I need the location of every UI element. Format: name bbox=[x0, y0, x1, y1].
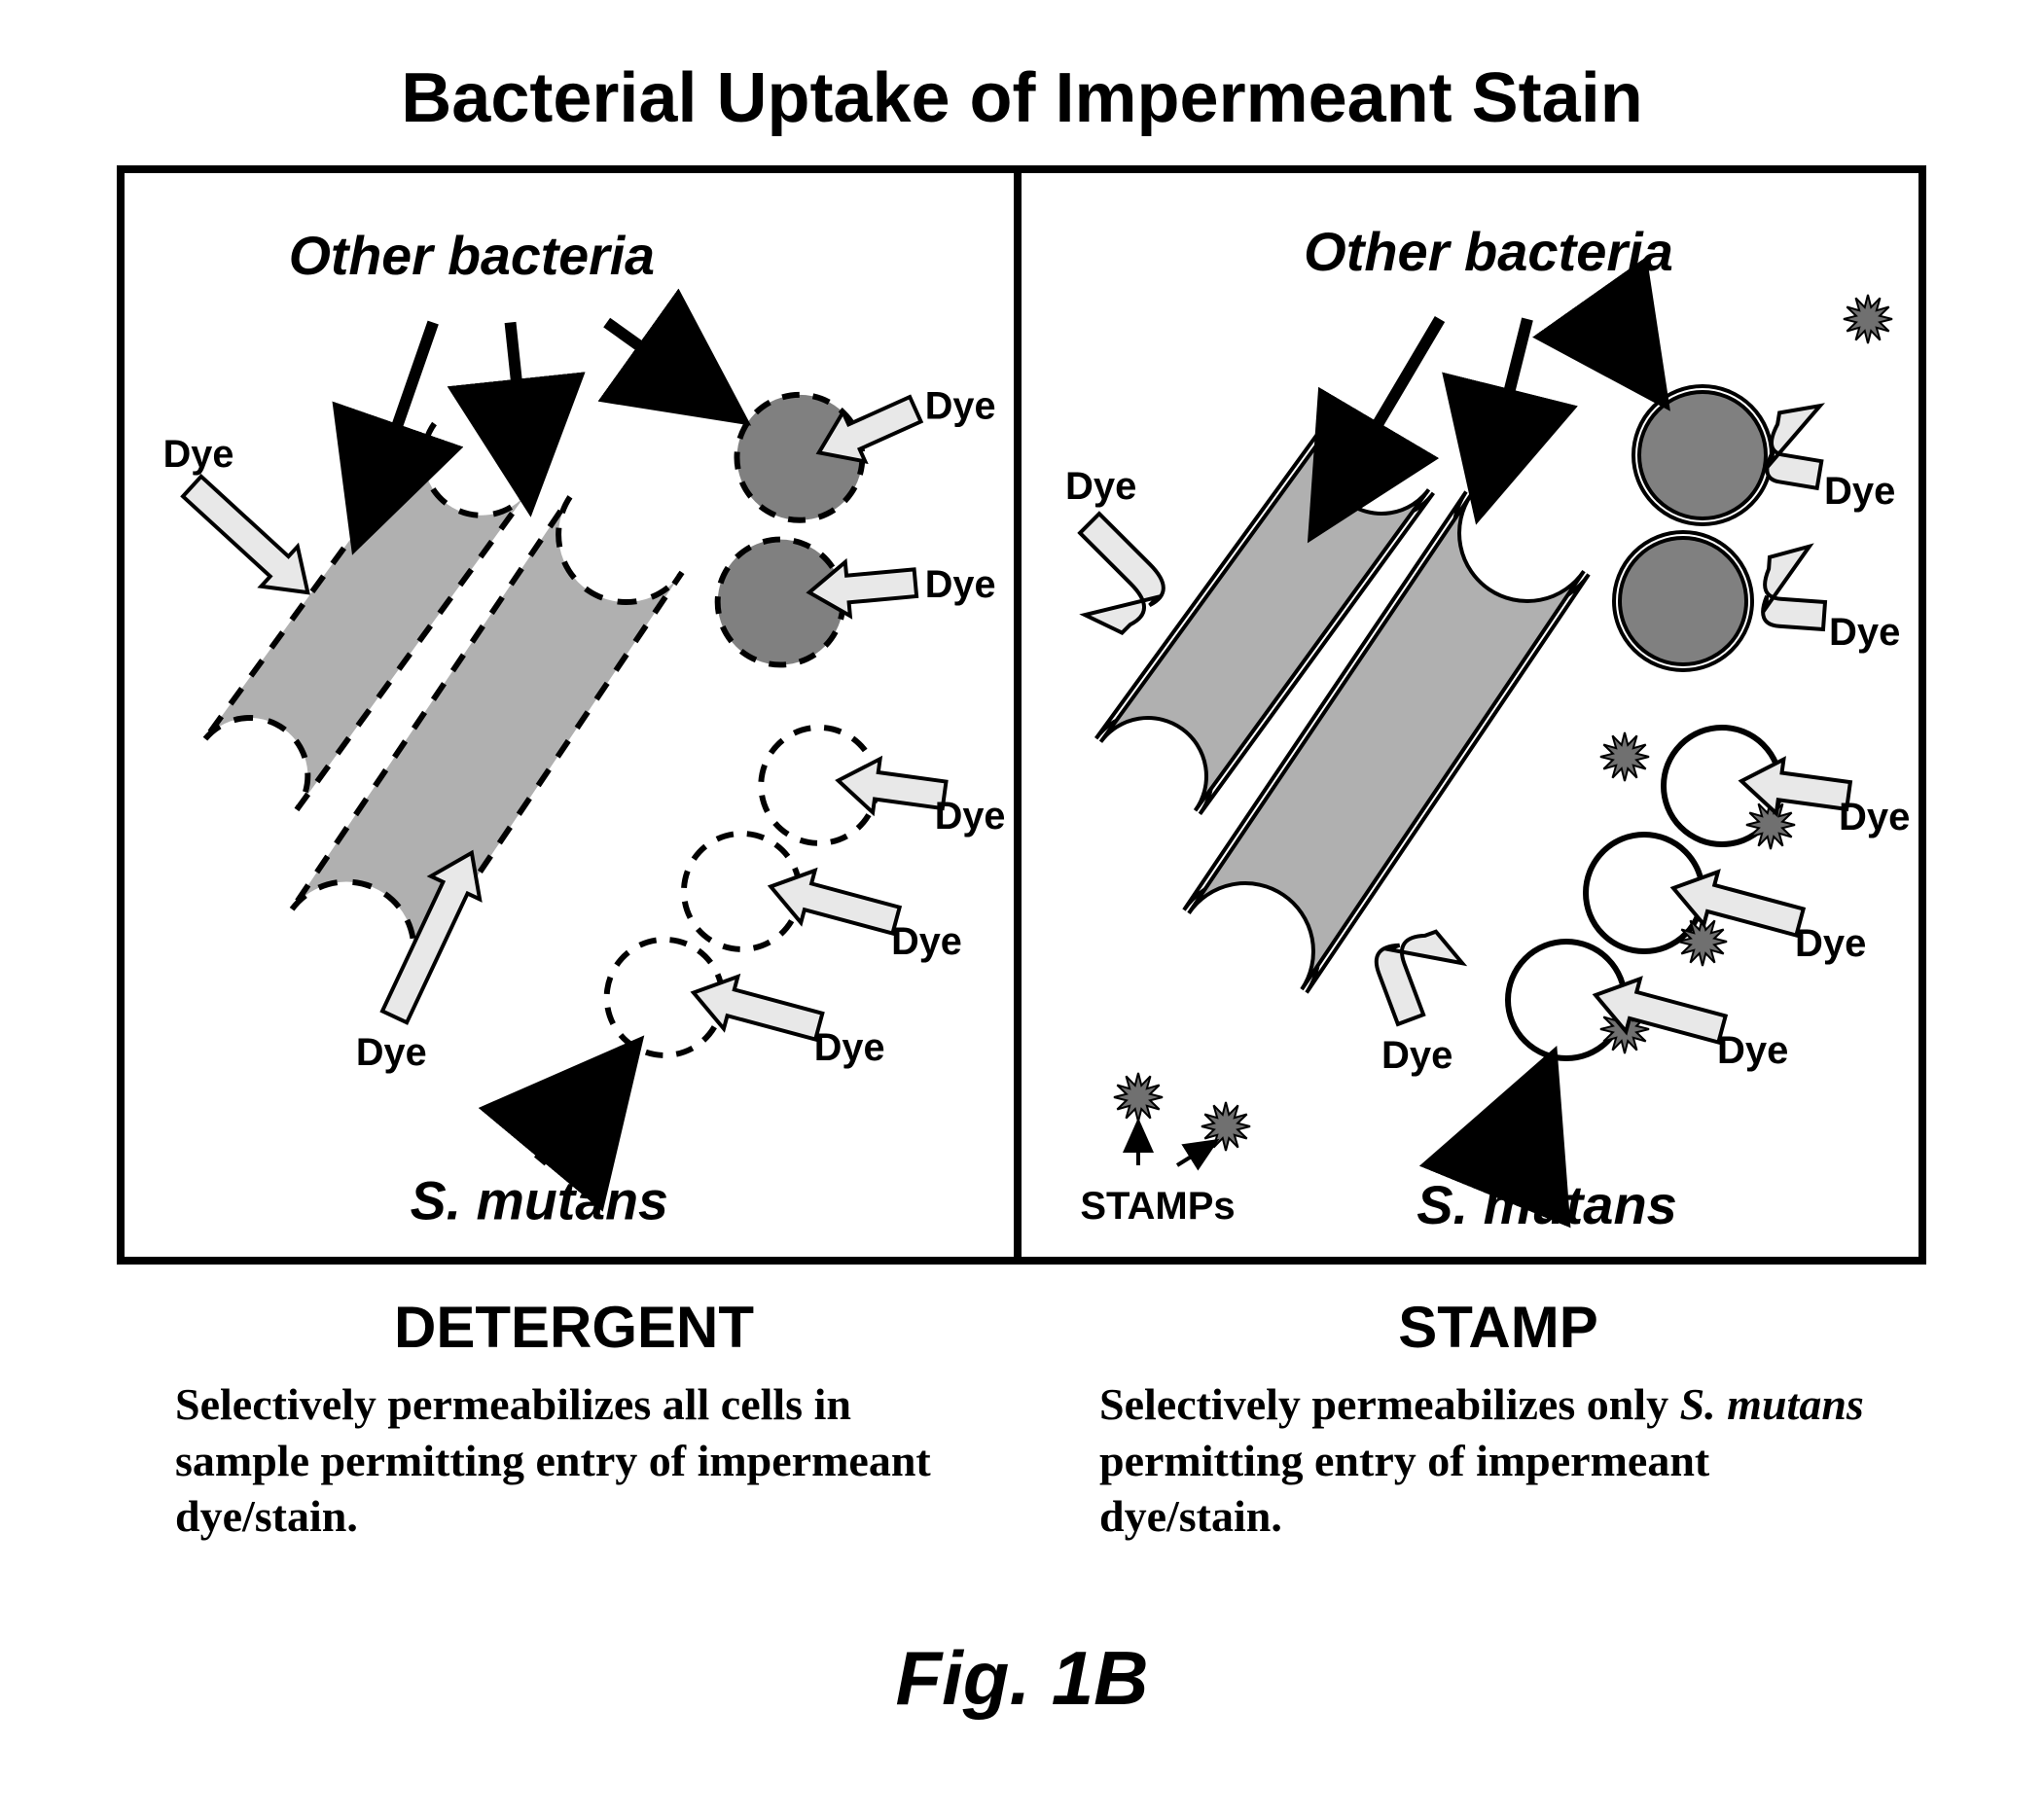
right-caption: STAMP Selectively permeabilizes only S. … bbox=[1099, 1294, 1897, 1545]
svg-text:Dye: Dye bbox=[1824, 470, 1895, 513]
panels-container: Dye Dye Dye Dye Dye Dye Dye Other bacteria S. … bbox=[117, 165, 1926, 1265]
left-caption-title: DETERGENT bbox=[175, 1294, 973, 1361]
svg-text:S. mutans: S. mutans bbox=[411, 1170, 668, 1230]
svg-text:Dye: Dye bbox=[1829, 611, 1900, 654]
left-caption: DETERGENT Selectively permeabilizes all … bbox=[175, 1294, 973, 1545]
right-diagram: Dye Dye Dye Dye Dye Dye Dye Other bacteria S.… bbox=[1022, 173, 1918, 1257]
svg-text:Dye: Dye bbox=[1795, 922, 1866, 965]
left-caption-text: Selectively permeabilizes all cells in s… bbox=[175, 1376, 973, 1545]
svg-text:Dye: Dye bbox=[814, 1026, 885, 1069]
svg-text:Dye: Dye bbox=[1381, 1034, 1452, 1077]
left-diagram: Dye Dye Dye Dye Dye Dye Dye Other bacteria S. … bbox=[125, 173, 1014, 1257]
svg-text:S. mutans: S. mutans bbox=[1416, 1174, 1677, 1235]
svg-text:STAMPs: STAMPs bbox=[1080, 1185, 1235, 1228]
svg-text:Dye: Dye bbox=[925, 385, 996, 428]
svg-text:Dye: Dye bbox=[1065, 465, 1136, 508]
svg-text:Dye: Dye bbox=[935, 795, 1006, 838]
main-title: Bacterial Uptake of Impermeant Stain bbox=[0, 58, 2044, 138]
figure-label: Fig. 1B bbox=[0, 1634, 2044, 1723]
svg-text:Dye: Dye bbox=[1839, 796, 1910, 838]
svg-text:Dye: Dye bbox=[1717, 1029, 1788, 1072]
svg-text:Dye: Dye bbox=[925, 563, 996, 606]
svg-text:Other bacteria: Other bacteria bbox=[1304, 221, 1673, 282]
svg-text:Dye: Dye bbox=[163, 433, 234, 476]
svg-text:Other bacteria: Other bacteria bbox=[289, 226, 655, 286]
right-caption-text: Selectively permeabilizes only S. mutans… bbox=[1099, 1376, 1897, 1545]
right-panel: Dye Dye Dye Dye Dye Dye Dye Other bacteria S.… bbox=[1022, 173, 1918, 1257]
svg-text:Dye: Dye bbox=[891, 920, 962, 963]
svg-text:Dye: Dye bbox=[356, 1031, 427, 1074]
left-panel: Dye Dye Dye Dye Dye Dye Dye Other bacteria S. … bbox=[125, 173, 1022, 1257]
right-caption-title: STAMP bbox=[1099, 1294, 1897, 1361]
